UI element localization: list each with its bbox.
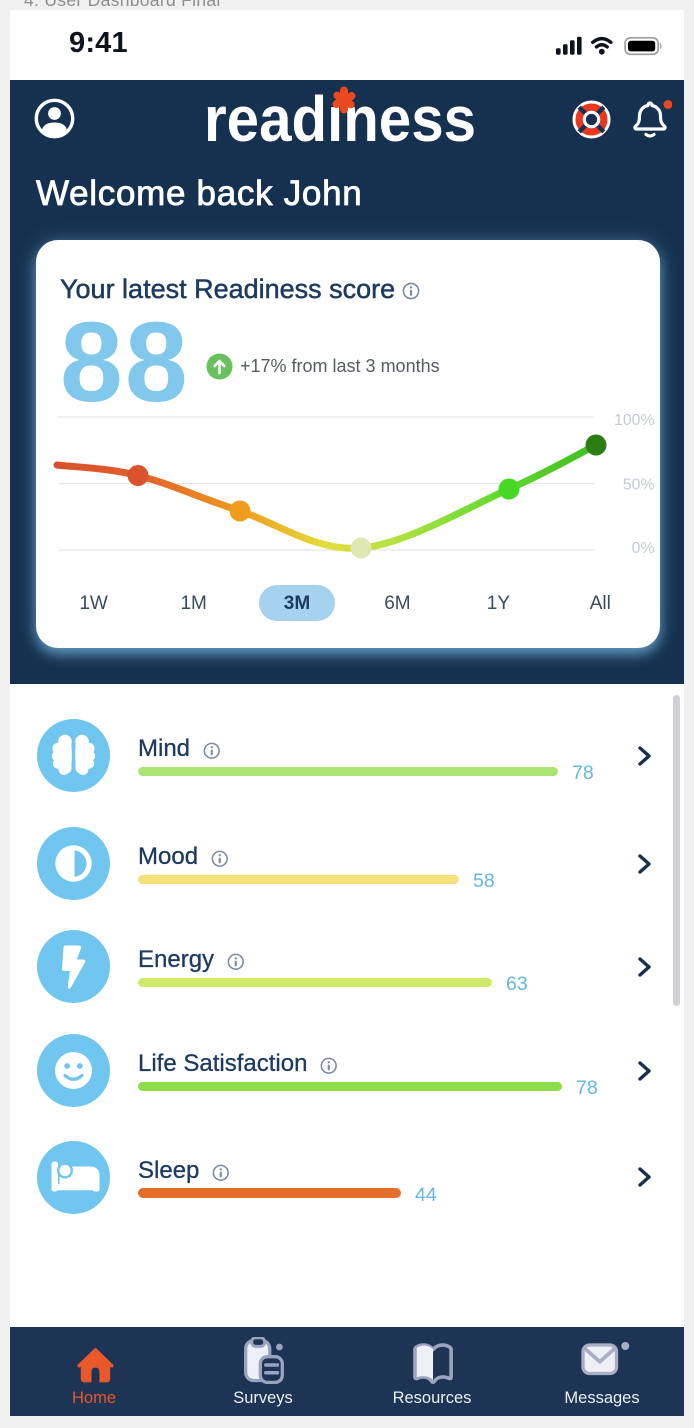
svg-text:0%: 0% bbox=[632, 540, 655, 557]
svg-text:50%: 50% bbox=[623, 477, 655, 494]
svg-text:100%: 100% bbox=[614, 412, 654, 429]
